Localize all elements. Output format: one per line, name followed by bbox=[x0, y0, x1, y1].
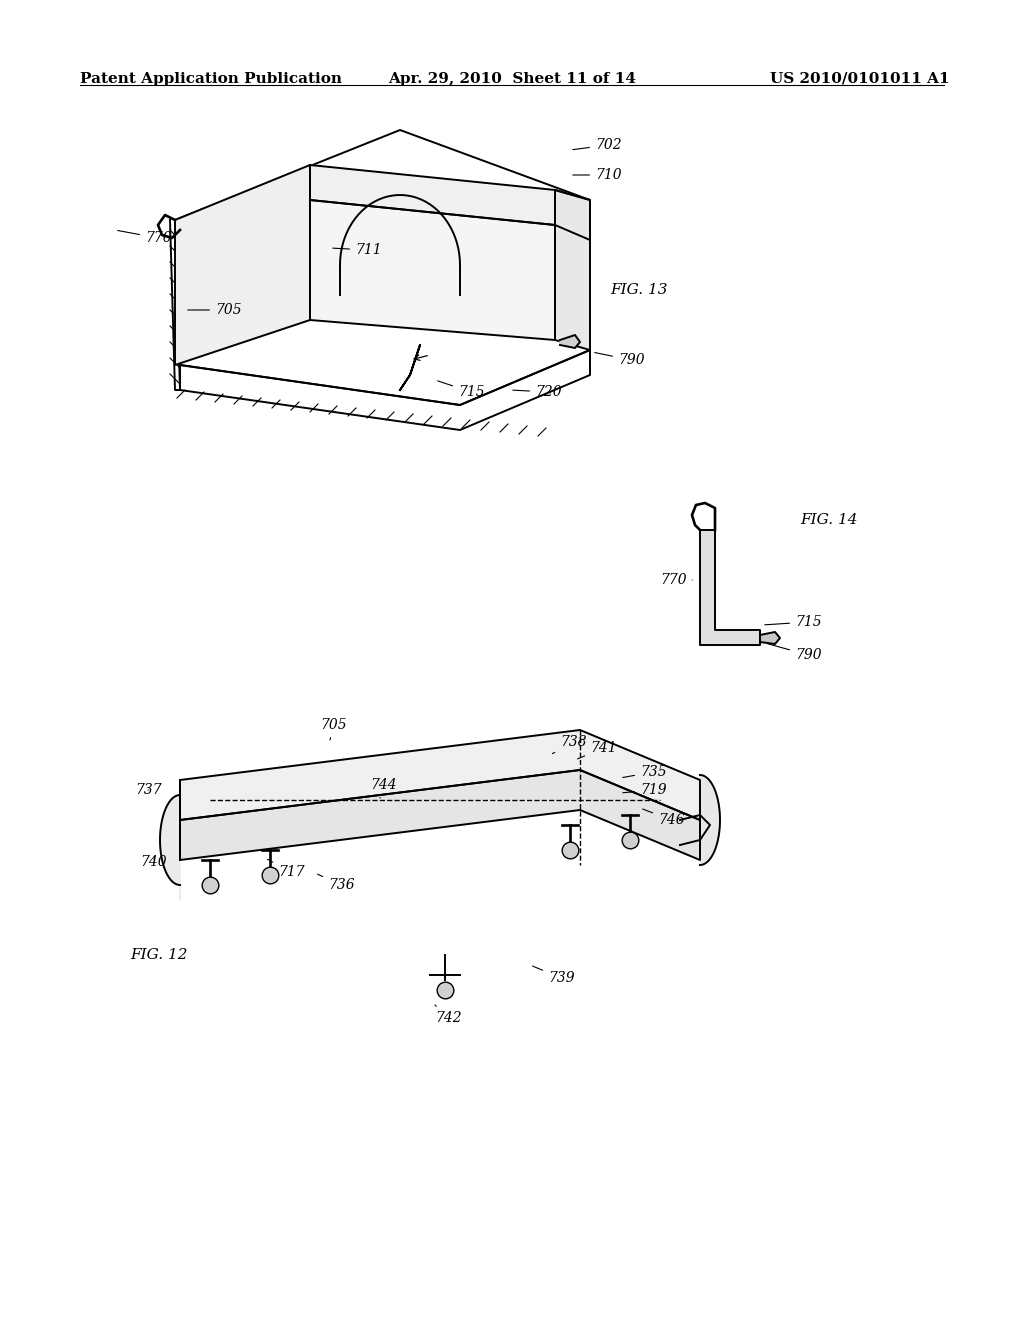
Text: 742: 742 bbox=[435, 1005, 462, 1026]
Text: 735: 735 bbox=[623, 766, 667, 779]
Text: 770: 770 bbox=[660, 573, 692, 587]
Text: 715: 715 bbox=[437, 381, 484, 399]
Text: 702: 702 bbox=[572, 139, 622, 152]
Text: 740: 740 bbox=[140, 855, 167, 869]
Polygon shape bbox=[555, 190, 590, 350]
Polygon shape bbox=[560, 335, 580, 348]
Polygon shape bbox=[175, 165, 310, 366]
Text: 738: 738 bbox=[552, 735, 587, 754]
Polygon shape bbox=[180, 770, 700, 861]
Text: 790: 790 bbox=[595, 352, 645, 367]
Polygon shape bbox=[760, 632, 780, 644]
Polygon shape bbox=[310, 165, 590, 240]
Polygon shape bbox=[700, 531, 760, 645]
Text: FIG. 14: FIG. 14 bbox=[800, 513, 857, 527]
Text: FIG. 12: FIG. 12 bbox=[130, 948, 187, 962]
Text: 746: 746 bbox=[643, 809, 685, 828]
Polygon shape bbox=[160, 780, 180, 900]
Text: 715: 715 bbox=[765, 615, 821, 630]
Text: 711: 711 bbox=[333, 243, 382, 257]
Text: 739: 739 bbox=[532, 966, 574, 985]
Polygon shape bbox=[310, 201, 555, 341]
Text: 705: 705 bbox=[319, 718, 347, 741]
Text: US 2010/0101011 A1: US 2010/0101011 A1 bbox=[770, 73, 950, 86]
Circle shape bbox=[624, 834, 636, 846]
Text: 719: 719 bbox=[623, 783, 667, 797]
Text: 790: 790 bbox=[768, 644, 821, 663]
Polygon shape bbox=[180, 730, 700, 820]
Circle shape bbox=[564, 843, 575, 855]
Text: 705: 705 bbox=[187, 304, 242, 317]
Text: Apr. 29, 2010  Sheet 11 of 14: Apr. 29, 2010 Sheet 11 of 14 bbox=[388, 73, 636, 86]
Text: FIG. 13: FIG. 13 bbox=[610, 282, 668, 297]
Circle shape bbox=[204, 879, 216, 891]
Text: 770: 770 bbox=[118, 231, 172, 246]
Text: 736: 736 bbox=[317, 874, 354, 892]
Text: Patent Application Publication: Patent Application Publication bbox=[80, 73, 342, 86]
Text: 744: 744 bbox=[370, 777, 396, 799]
Text: 717: 717 bbox=[267, 859, 304, 879]
Text: 720: 720 bbox=[513, 385, 561, 399]
Text: 741: 741 bbox=[578, 741, 616, 759]
Polygon shape bbox=[700, 775, 720, 865]
Circle shape bbox=[264, 869, 276, 880]
Text: 710: 710 bbox=[572, 168, 622, 182]
Text: 737: 737 bbox=[135, 783, 162, 797]
